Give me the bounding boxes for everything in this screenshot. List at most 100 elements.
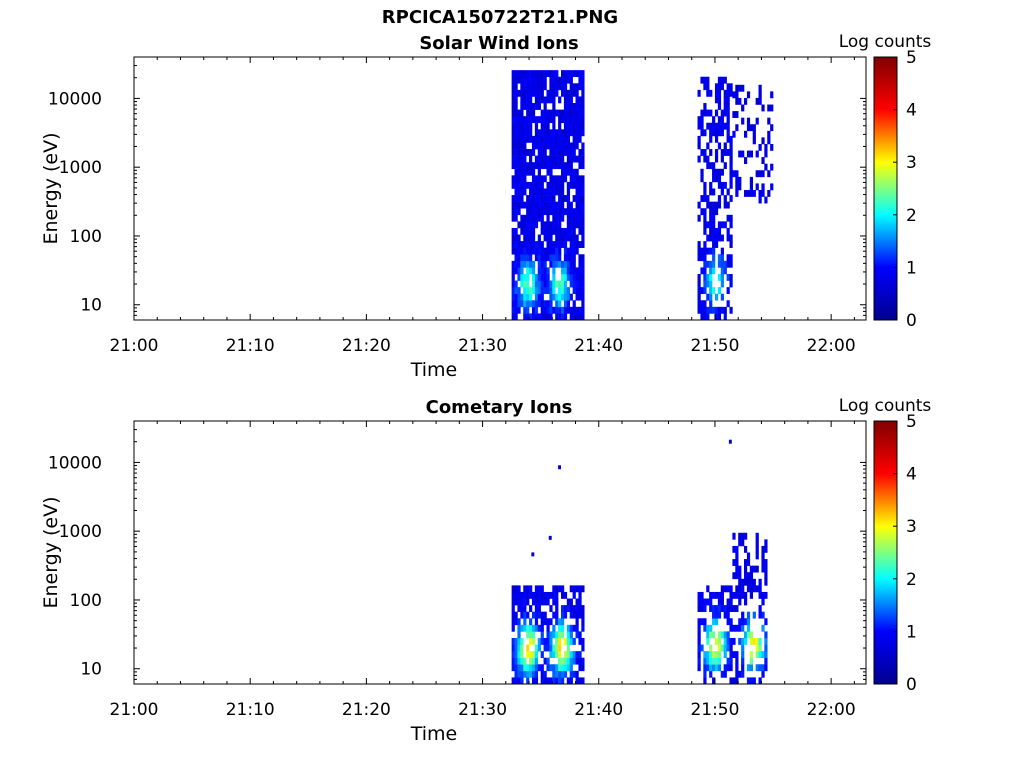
heatmap-cell <box>552 175 556 183</box>
heatmap-cell <box>575 287 579 294</box>
heatmap-cell <box>755 170 759 178</box>
heatmap-cell <box>537 135 541 143</box>
heatmap-cell <box>738 572 742 580</box>
heatmap-cell <box>569 96 573 104</box>
heatmap-cell <box>514 208 518 216</box>
heatmap-cell <box>529 293 533 301</box>
heatmap-cell <box>534 129 539 137</box>
heatmap-cell <box>741 84 745 92</box>
heatmap-cell <box>732 605 736 612</box>
heatmap-cell <box>761 157 765 164</box>
heatmap-cell <box>706 280 710 288</box>
heatmap-cell <box>717 657 722 665</box>
heatmap-cell <box>558 122 562 130</box>
heatmap-cell <box>575 631 579 639</box>
heatmap-cell <box>712 651 716 659</box>
heatmap-cell <box>569 129 573 137</box>
heatmap-cell <box>540 677 544 685</box>
heatmap-cell <box>581 585 585 593</box>
heatmap-cell <box>575 208 579 216</box>
heatmap-cell <box>712 129 716 137</box>
heatmap-cell <box>697 651 701 659</box>
heatmap-cell <box>555 605 559 612</box>
heatmap-cell <box>558 208 562 216</box>
heatmap-cell <box>764 572 768 580</box>
heatmap-cell <box>578 254 582 262</box>
heatmap-cell <box>517 188 521 196</box>
heatmap-cell <box>717 175 722 183</box>
heatmap-cell <box>729 162 733 170</box>
heatmap-cell <box>767 137 771 145</box>
heatmap-cell <box>758 190 762 197</box>
heatmap-cell <box>697 116 701 124</box>
heatmap-cell <box>714 657 719 665</box>
heatmap-cell <box>569 116 573 124</box>
heatmap-cell <box>540 280 544 288</box>
heatmap-cell <box>520 129 524 137</box>
heatmap-cell <box>732 677 736 685</box>
heatmap-cell <box>569 585 573 593</box>
heatmap-cell <box>700 300 704 308</box>
heatmap-cell <box>563 96 568 104</box>
heatmap-cell <box>529 618 533 626</box>
heatmap-cell <box>723 664 727 672</box>
heatmap-cell <box>703 280 707 288</box>
heatmap-cell <box>526 103 530 110</box>
heatmap-cell <box>523 234 527 242</box>
heatmap-cell <box>546 96 550 104</box>
heatmap-cell <box>726 611 730 619</box>
heatmap-cell <box>566 201 571 209</box>
heatmap-cell <box>746 117 751 125</box>
heatmap-cell <box>526 83 530 91</box>
heatmap-cell <box>555 175 559 183</box>
heatmap-cell <box>526 611 530 619</box>
heatmap-cell <box>540 273 544 281</box>
heatmap-cell <box>526 135 530 143</box>
heatmap-cell <box>537 293 541 301</box>
heatmap-cell <box>520 142 524 150</box>
heatmap-cell <box>546 227 550 235</box>
heatmap-cell <box>552 214 556 222</box>
heatmap-cell <box>514 168 518 176</box>
heatmap-cell <box>534 241 539 248</box>
heatmap-cell <box>575 116 579 124</box>
heatmap-cell <box>720 605 724 612</box>
heatmap-cell <box>572 135 576 143</box>
heatmap-cell <box>523 611 527 619</box>
heatmap-cell <box>529 624 533 632</box>
heatmap-cell <box>738 598 742 606</box>
x-tick-label: 21:20 <box>342 700 391 720</box>
heatmap-cell <box>569 280 573 288</box>
heatmap-cell <box>537 181 541 189</box>
heatmap-cell <box>735 624 739 632</box>
heatmap-cell <box>514 677 518 685</box>
heatmap-cell <box>563 195 568 202</box>
heatmap-cell <box>700 175 704 183</box>
heatmap-cell <box>563 273 568 281</box>
heatmap-cell <box>546 129 550 137</box>
heatmap-cell <box>549 129 553 137</box>
heatmap-cell <box>537 83 541 91</box>
heatmap-cell <box>575 585 579 593</box>
heatmap-cell <box>549 142 553 150</box>
heatmap-cell <box>566 598 571 606</box>
heatmap-cell <box>546 287 550 294</box>
heatmap-cell <box>563 657 568 665</box>
heatmap-cell <box>563 241 568 248</box>
heatmap-cell <box>520 181 524 189</box>
heatmap-cell <box>700 129 704 137</box>
heatmap-cell <box>575 188 579 196</box>
heatmap-cell <box>709 267 713 275</box>
heatmap-cell <box>709 306 713 314</box>
heatmap-cell <box>531 247 536 255</box>
heatmap-cell <box>558 135 562 143</box>
heatmap-cell <box>520 267 524 275</box>
heatmap-cell <box>735 591 739 599</box>
heatmap-cell <box>511 247 515 255</box>
heatmap-cell <box>712 605 716 612</box>
heatmap-cell <box>581 83 585 91</box>
heatmap-cell <box>552 149 556 156</box>
heatmap-cell <box>726 89 730 97</box>
heatmap-cell <box>514 280 518 288</box>
heatmap-cell <box>543 155 547 163</box>
